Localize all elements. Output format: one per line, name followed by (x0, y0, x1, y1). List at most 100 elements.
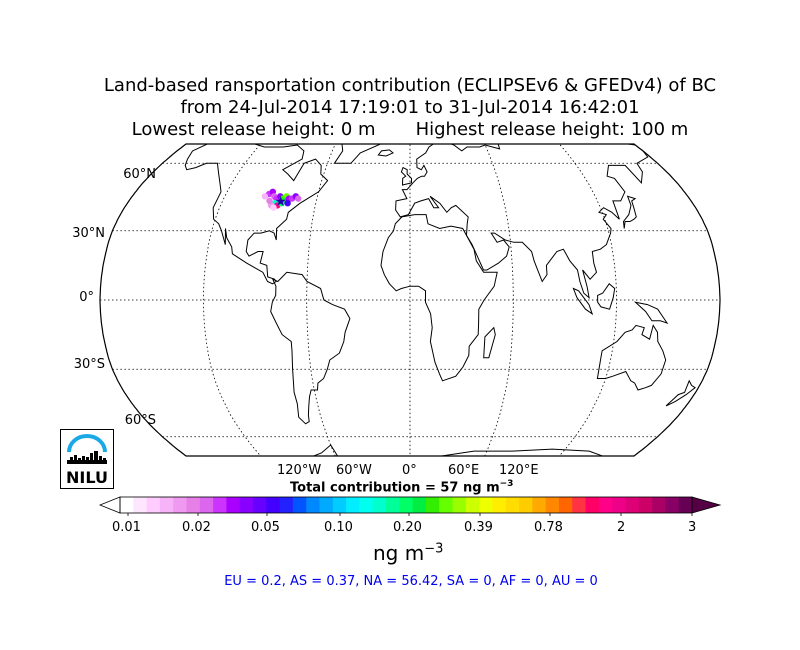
colorbar-tick-label: 0.78 (534, 520, 563, 535)
nilu-logo-text: NILU (66, 468, 108, 487)
colorbar-segment (306, 497, 320, 513)
graticule-meridian (464, 144, 514, 456)
lon-label-0: 0° (402, 463, 417, 478)
plume-concentration: ★ (261, 188, 302, 211)
colorbar-segment (186, 497, 201, 513)
colorbar (98, 496, 722, 516)
lon-label-120w: 120°W (277, 463, 322, 478)
colorbar-segment (545, 497, 560, 513)
land-outlines (184, 144, 696, 456)
colorbar-tick-label: 2 (617, 520, 626, 535)
colorbar-segment (532, 497, 547, 513)
colorbar-over-arrow (691, 496, 722, 514)
title-line-3: Lowest release height: 0 m Highest relea… (131, 119, 689, 140)
colorbar-segment (678, 497, 693, 513)
continent-south-america (270, 271, 351, 425)
colorbar-segment (425, 497, 440, 513)
colorbar-tick-label: 0.01 (112, 520, 141, 535)
plume-cell (270, 204, 277, 211)
colorbar-segment (372, 497, 387, 513)
colorbar-segment (505, 497, 520, 513)
lat-label-60n: 60°N (123, 167, 156, 182)
colorbar-segment (638, 497, 653, 513)
colorbar-segment (199, 497, 214, 513)
colorbar-segment (346, 497, 360, 513)
graticule-meridian (306, 144, 356, 456)
colorbar-tick-label: 0.02 (182, 520, 211, 535)
colorbar-segment (665, 497, 680, 513)
colorbar-segment (492, 497, 507, 513)
total-contribution: Total contribution = 57 ng m−3 (290, 479, 514, 496)
colorbar-segment (213, 497, 227, 513)
lon-label-120e: 120°E (499, 463, 539, 478)
colorbar-segment (558, 497, 573, 513)
graticule (100, 144, 720, 456)
colorbar-segment (399, 497, 414, 513)
colorbar-segment (585, 497, 600, 513)
lat-label-30s: 30°S (73, 357, 105, 372)
graticule-meridian (519, 144, 618, 456)
continent-africa (380, 214, 498, 382)
release-site-marker: ★ (274, 194, 287, 210)
colorbar-segment (159, 497, 174, 513)
lat-label-60s: 60°S (124, 413, 156, 428)
colorbar-segment (465, 497, 480, 513)
title-line-1: Land-based ransportation contribution (E… (103, 75, 717, 96)
colorbar-tick-label: 3 (688, 520, 697, 535)
colorbar-segment (412, 497, 427, 513)
continent-iceland (377, 149, 394, 157)
colorbar-segment (146, 497, 161, 513)
regional-contributions: EU = 0.2, AS = 0.37, NA = 56.42, SA = 0,… (224, 574, 598, 589)
continent-antarctica (192, 444, 628, 456)
continent-new-zealand (665, 379, 696, 407)
colorbar-units: ng m−3 (373, 541, 444, 565)
plume-cell (261, 193, 269, 200)
globe-border (99, 143, 721, 457)
colorbar-segment (359, 497, 374, 513)
colorbar-segment (253, 497, 267, 513)
colorbar-segment (239, 497, 254, 513)
continent-borneo (597, 283, 616, 310)
continent-japan (622, 195, 637, 229)
continent-madagascar (483, 326, 496, 359)
lon-label-60w: 60°W (336, 463, 372, 478)
plume-cell (278, 200, 285, 207)
colorbar-segment (625, 497, 640, 513)
plume-cell (284, 200, 291, 207)
colorbar-segment (652, 497, 666, 513)
colorbar-segment (120, 497, 134, 513)
continent-great-britain (400, 166, 412, 186)
continent-new-guinea (633, 301, 669, 325)
plume-cell (266, 197, 273, 205)
colorbar-segment (226, 497, 241, 513)
colorbar-segment (292, 497, 307, 513)
colorbar-segment (266, 497, 281, 513)
colorbar-segment (173, 497, 187, 513)
continent-sumatra (572, 287, 594, 316)
colorbar-segment (332, 497, 347, 513)
lon-label-60e: 60°E (448, 463, 480, 478)
colorbar-frame (119, 496, 693, 514)
title-line-2: from 24-Jul-2014 17:19:01 to 31-Jul-2014… (180, 97, 640, 118)
lat-label-0: 0° (79, 290, 94, 305)
continent-eurasia (395, 144, 649, 300)
colorbar-segment (479, 497, 493, 513)
colorbar-segment (133, 497, 147, 513)
nilu-logo: NILU (60, 429, 114, 489)
colorbar-segment (319, 497, 334, 513)
globe-background (100, 144, 720, 456)
nilu-logo-icon (67, 434, 107, 464)
colorbar-tick-label: 0.39 (464, 520, 493, 535)
graticule-meridian (202, 144, 301, 456)
colorbar-segment (452, 497, 467, 513)
continent-greenland (327, 144, 392, 164)
colorbar-tick-label: 0.10 (324, 520, 353, 535)
lat-label-30n: 30°N (72, 226, 105, 241)
colorbar-segment (386, 497, 400, 513)
colorbar-segment (572, 497, 586, 513)
colorbar-segment (598, 497, 613, 513)
colorbar-segment (279, 497, 294, 513)
colorbar-segment (612, 497, 626, 513)
continent-north-america (184, 144, 329, 285)
